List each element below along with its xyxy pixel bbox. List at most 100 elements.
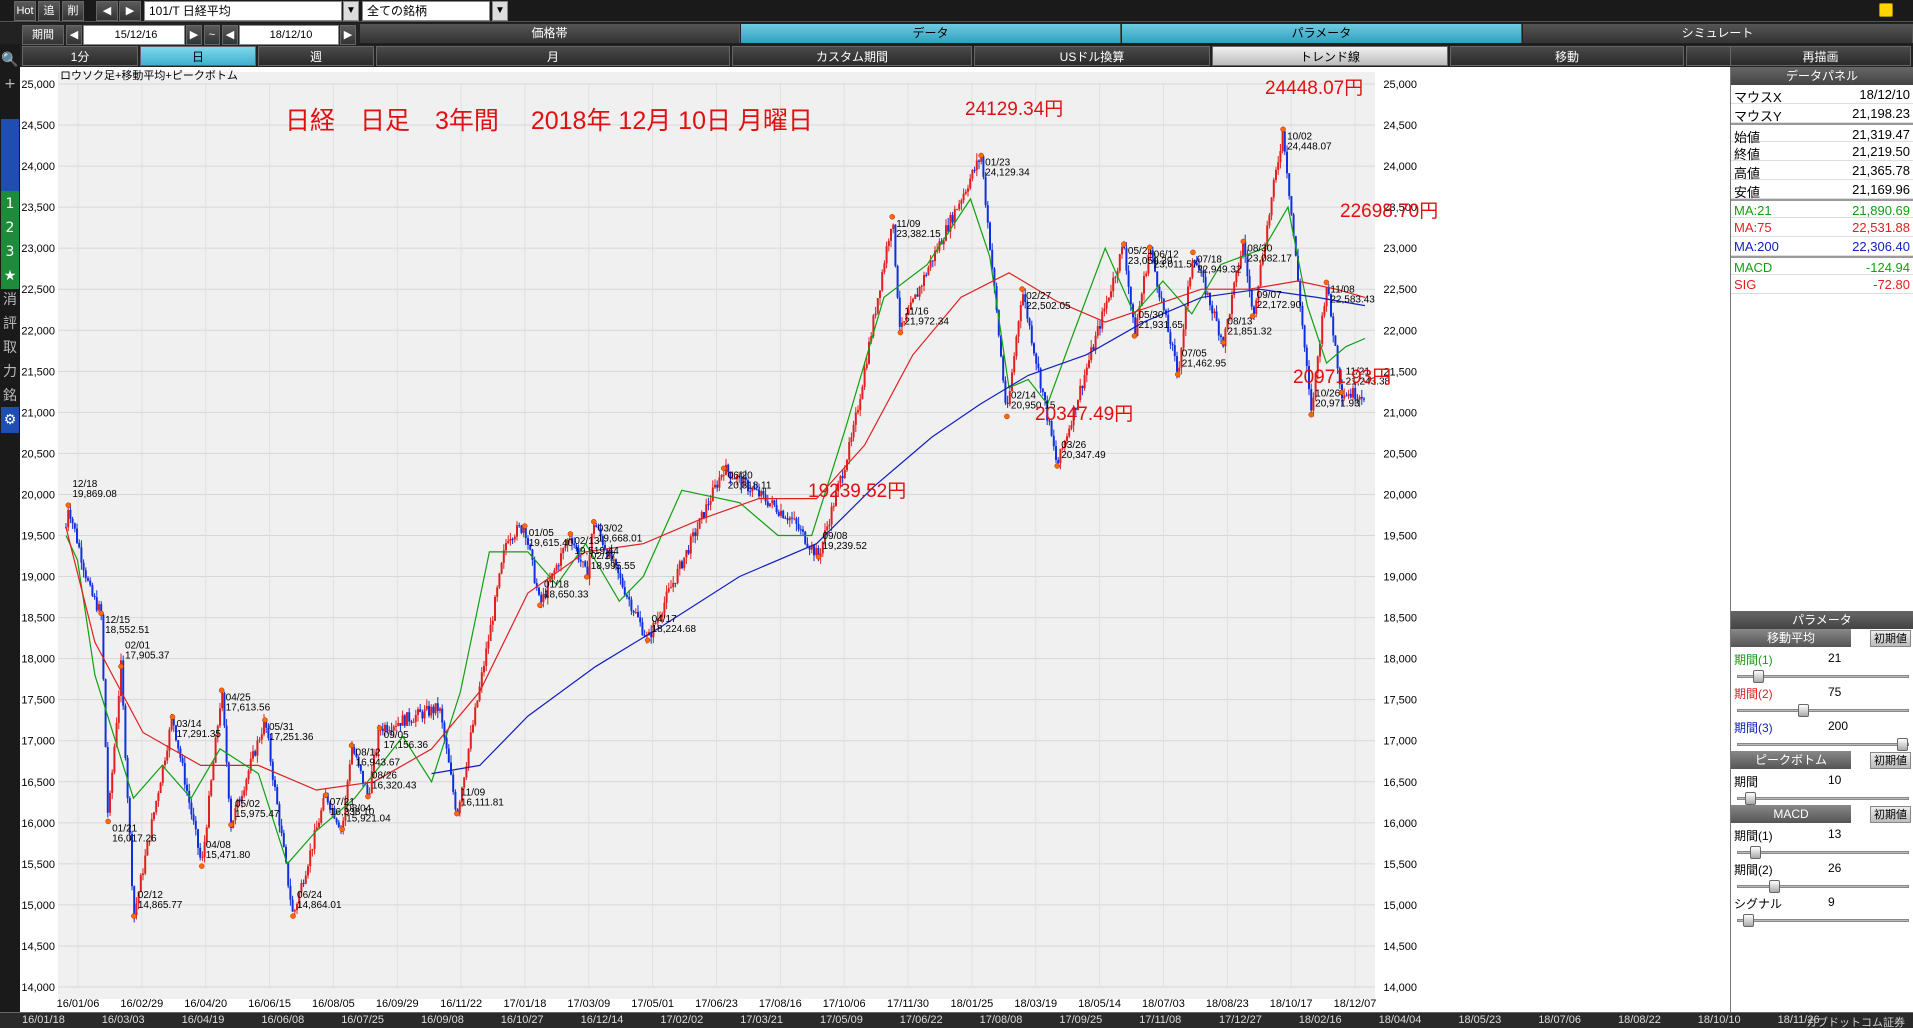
slider-thumb[interactable] xyxy=(1769,880,1780,893)
universe-dropdown[interactable]: ▼ xyxy=(492,1,508,21)
param-value[interactable]: 21 xyxy=(1828,651,1842,665)
candle-body xyxy=(659,616,661,619)
line-icon[interactable] xyxy=(1,143,19,169)
candle-body xyxy=(287,861,290,886)
tab-price-band[interactable]: 価格帯 xyxy=(360,24,740,43)
candle-body xyxy=(142,873,144,876)
end-prev-button[interactable]: ◀ xyxy=(222,25,238,45)
delete-button[interactable]: 削 xyxy=(62,1,84,21)
scrollbar-date-label: 17/08/08 xyxy=(979,1014,1023,1026)
tab-monthly[interactable]: 月 xyxy=(376,46,730,66)
usd-convert-button[interactable]: USドル換算 xyxy=(974,46,1210,66)
candle-body xyxy=(1127,270,1130,287)
candle-body xyxy=(148,840,151,842)
tab-data[interactable]: データ xyxy=(741,24,1121,43)
candle-body xyxy=(1191,261,1194,278)
peak-marker xyxy=(1121,241,1127,247)
candle-body xyxy=(1217,320,1220,336)
layout-1-icon[interactable]: 1 xyxy=(1,191,19,217)
slider-thumb[interactable] xyxy=(1749,846,1761,859)
y-tick-label: 22,000 xyxy=(21,325,55,337)
candle-body xyxy=(164,760,166,766)
price-chart[interactable]: 14,000 14,000 14,500 14,500 15,000 15,000 15,5… xyxy=(20,67,1730,1012)
date-scrollbar[interactable]: 16/01/18 16/03/03 16/04/19 16/06/08 16/07/25… xyxy=(0,1012,1913,1028)
alert-icon[interactable] xyxy=(1879,3,1893,17)
symbol-field[interactable]: 101/T 日経平均 xyxy=(144,1,342,21)
next-symbol-button[interactable]: ▶ xyxy=(119,1,141,21)
stock-icon[interactable]: 銘 xyxy=(3,388,17,404)
param-label: 期間(2) xyxy=(1734,863,1773,877)
slider-thumb[interactable] xyxy=(1753,670,1764,683)
tab-1min[interactable]: 1分 xyxy=(22,46,138,66)
camera-icon[interactable] xyxy=(1,95,19,121)
param-slider[interactable] xyxy=(1731,669,1913,683)
param-slider[interactable] xyxy=(1731,879,1913,893)
symbol-dropdown[interactable]: ▼ xyxy=(343,1,359,21)
layout-3-icon[interactable]: 3 xyxy=(1,239,19,265)
slider-thumb[interactable] xyxy=(1797,704,1809,717)
candle-body xyxy=(82,562,85,571)
y-tick-label: 15,000 xyxy=(21,900,55,912)
tab-weekly[interactable]: 週 xyxy=(258,46,374,66)
candle-body xyxy=(1055,446,1057,460)
add-button[interactable]: 追 xyxy=(38,1,60,21)
hot-button[interactable]: Hot xyxy=(14,1,36,21)
trade-icon[interactable]: 取 xyxy=(3,340,17,356)
chart-area[interactable]: 14,000 14,000 14,500 14,500 15,000 15,000 15,5… xyxy=(20,67,1730,1012)
crosshair-icon[interactable]: + xyxy=(4,76,16,92)
erase-icon[interactable]: 消 xyxy=(3,292,17,308)
param-slider[interactable] xyxy=(1731,913,1913,927)
tab-daily[interactable]: 日 xyxy=(140,46,256,66)
reset-button[interactable]: 初期値 xyxy=(1870,806,1911,823)
slider-thumb[interactable] xyxy=(1897,738,1908,751)
candle-body xyxy=(1085,367,1088,376)
move-button[interactable]: 移動 xyxy=(1450,46,1684,66)
param-slider[interactable] xyxy=(1731,845,1913,859)
tab-parameter[interactable]: パラメータ xyxy=(1122,24,1522,43)
param-slider[interactable] xyxy=(1731,791,1913,805)
param-slider[interactable] xyxy=(1731,737,1913,751)
start-date-field[interactable]: 15/12/16 xyxy=(83,25,185,45)
end-next-button[interactable]: ▶ xyxy=(340,25,356,45)
candle-body xyxy=(1323,306,1326,316)
redraw-button[interactable]: 再描画 xyxy=(1730,46,1911,66)
param-value[interactable]: 10 xyxy=(1828,773,1842,787)
reset-button[interactable]: 初期値 xyxy=(1870,752,1911,769)
chart-icon[interactable] xyxy=(1,119,19,145)
param-value[interactable]: 200 xyxy=(1828,719,1849,733)
param-value[interactable]: 75 xyxy=(1828,685,1842,699)
prev-symbol-button[interactable]: ◀ xyxy=(96,1,118,21)
param-value[interactable]: 9 xyxy=(1828,895,1835,909)
eval-icon[interactable]: 評 xyxy=(3,316,17,332)
slider-thumb[interactable] xyxy=(1745,792,1756,805)
reset-button[interactable]: 初期値 xyxy=(1870,630,1911,647)
param-value[interactable]: 26 xyxy=(1828,861,1842,875)
start-prev-button[interactable]: ◀ xyxy=(66,25,82,45)
universe-select[interactable]: 全ての銘柄 xyxy=(362,1,490,21)
trendline-button[interactable]: トレンド線 xyxy=(1212,46,1448,66)
flag-icon[interactable] xyxy=(1,167,19,193)
param-value[interactable]: 13 xyxy=(1828,827,1842,841)
start-next-button[interactable]: ▶ xyxy=(186,25,202,45)
tab-simulate[interactable]: シミュレート xyxy=(1523,24,1913,43)
layout-2-icon[interactable]: 2 xyxy=(1,215,19,241)
candle-body xyxy=(1125,247,1128,271)
y-tick-label-right: 21,500 xyxy=(1383,366,1417,378)
candle-body xyxy=(392,726,395,731)
candle-body xyxy=(872,315,875,337)
candle-body xyxy=(249,758,252,771)
custom-period-button[interactable]: カスタム期間 xyxy=(732,46,972,66)
candle-body xyxy=(1107,297,1110,302)
search-icon[interactable]: 🔍 xyxy=(1,52,19,68)
candle-body xyxy=(549,579,551,582)
settings-icon[interactable]: ⚙ xyxy=(1,407,19,433)
end-date-field[interactable]: 18/12/10 xyxy=(239,25,339,45)
candle-body xyxy=(175,725,177,741)
star-icon[interactable]: ★ xyxy=(1,263,19,289)
peak-value: 22,172.90 xyxy=(1257,300,1302,311)
scrollbar-date-label: 17/03/21 xyxy=(740,1014,784,1026)
candle-body xyxy=(854,412,857,425)
slider-thumb[interactable] xyxy=(1743,914,1755,927)
input-icon[interactable]: 力 xyxy=(3,364,17,380)
param-slider[interactable] xyxy=(1731,703,1913,717)
